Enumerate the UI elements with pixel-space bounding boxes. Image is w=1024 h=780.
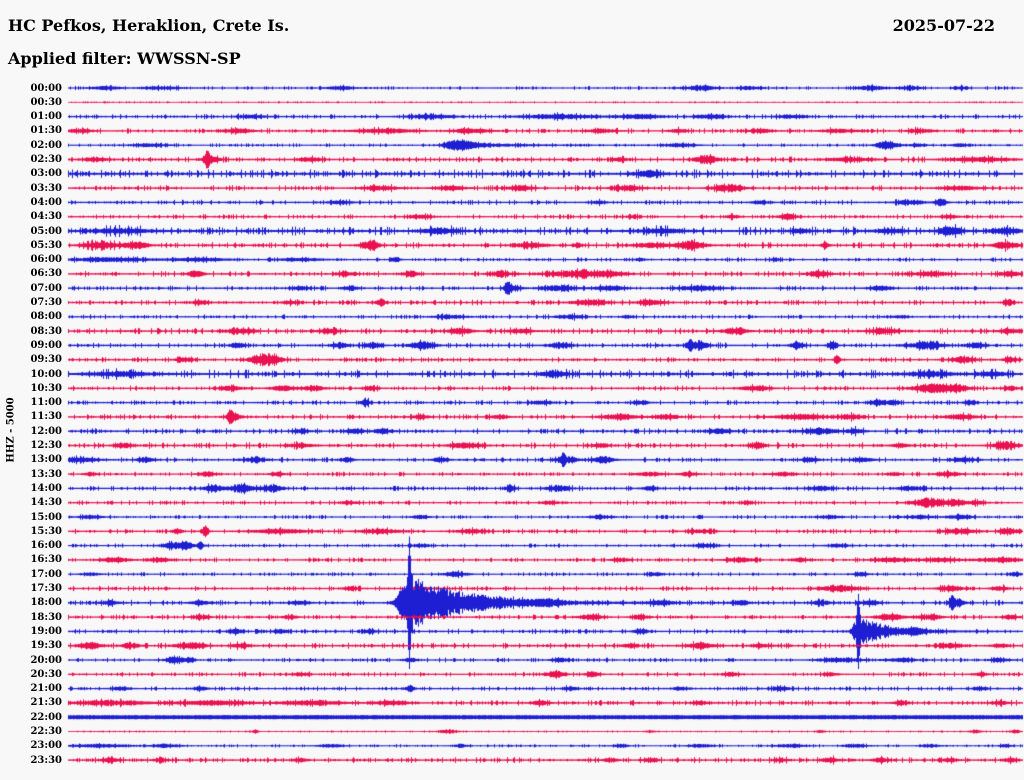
helicorder-page: HC Pefkos, Heraklion, Crete Is. 2025-07-…	[0, 0, 1024, 780]
seismogram-traces	[0, 0, 1024, 780]
